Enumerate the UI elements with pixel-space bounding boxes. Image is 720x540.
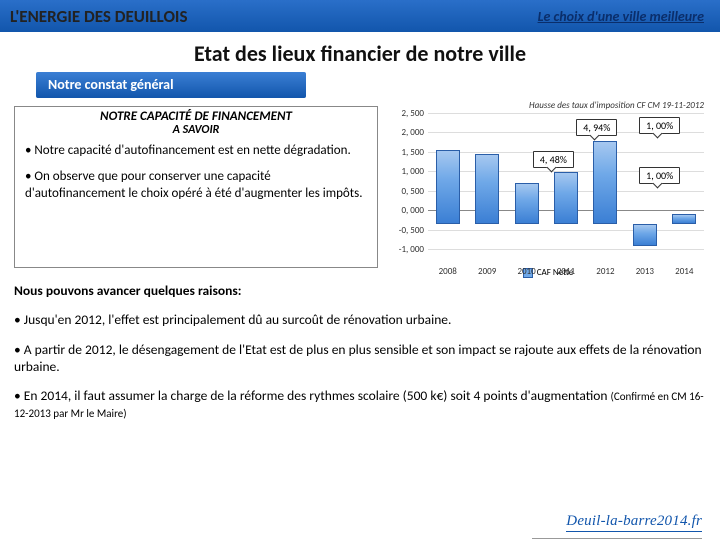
y-axis-label: 0, 000 <box>388 205 424 216</box>
y-axis-label: -0, 500 <box>388 225 424 236</box>
reasons-p1: • Jusqu'en 2012, l'effet est principalem… <box>14 311 706 328</box>
footer-line <box>532 538 702 539</box>
reasons-p3-a: • En 2014, il faut assumer la charge de … <box>14 387 611 404</box>
chart-bar <box>593 141 617 225</box>
y-axis-label: 0, 500 <box>388 186 424 197</box>
chart-bar <box>633 224 657 245</box>
footer-link[interactable]: Deuil-la-barre2014.fr <box>566 513 702 532</box>
subheading-band: Notre constat général <box>36 72 306 98</box>
chart-callout: 1, 00% <box>639 167 680 184</box>
capacity-subtitle: A SAVOIR <box>15 123 377 137</box>
reasons-p2: • A partir de 2012, le désengagement de … <box>14 341 706 376</box>
chart-bar <box>672 214 696 224</box>
reasons-section: Nous pouvons avancer quelques raisons: •… <box>14 282 706 434</box>
y-axis-label: 2, 000 <box>388 127 424 138</box>
capacity-card: NOTRE CAPACITÉ DE FINANCEMENT A SAVOIR •… <box>14 106 378 268</box>
x-axis-label: 2011 <box>551 266 581 277</box>
x-axis-label: 2009 <box>472 266 502 277</box>
y-axis-label: 2, 500 <box>388 108 424 119</box>
capacity-bullets: • Notre capacité d'autofinancement est e… <box>15 137 377 202</box>
chart-bar <box>515 183 539 224</box>
y-axis-label: -1, 000 <box>388 244 424 255</box>
capacity-title: NOTRE CAPACITÉ DE FINANCEMENT <box>15 107 377 124</box>
chart-container: Hausse des taux d'imposition CF CM 19-11… <box>388 100 708 284</box>
x-axis-label: 2010 <box>512 266 542 277</box>
x-axis-label: 2013 <box>630 266 660 277</box>
chart-title: Hausse des taux d'imposition CF CM 19-11… <box>388 100 708 111</box>
org-name: L'ENERGIE DES DEUILLOIS <box>10 6 188 27</box>
chart-bar <box>554 172 578 224</box>
chart-callout: 4, 94% <box>576 119 617 136</box>
page-title: Etat des lieux financier de notre ville <box>0 40 720 67</box>
chart-bar <box>475 154 499 224</box>
y-axis-label: 1, 000 <box>388 166 424 177</box>
capacity-p1: • Notre capacité d'autofinancement est e… <box>25 143 367 159</box>
capacity-p2: • On observe que pour conserver une capa… <box>25 169 367 202</box>
reasons-p3: • En 2014, il faut assumer la charge de … <box>14 387 706 422</box>
chart-bar <box>436 150 460 224</box>
subheading: Notre constat général <box>36 76 174 93</box>
chart-callout: 4, 48% <box>533 151 574 168</box>
reasons-intro: Nous pouvons avancer quelques raisons: <box>14 282 706 299</box>
bar-chart: -1, 000 -0, 500 0, 000 0, 500 1, 000 1, 500 2,… <box>388 113 708 263</box>
chart-callout: 1, 00% <box>639 117 680 134</box>
tagline: Le choix d'une ville meilleure <box>538 8 704 25</box>
x-axis-label: 2014 <box>669 266 699 277</box>
y-axis-label: 1, 500 <box>388 147 424 158</box>
x-axis-label: 2008 <box>433 266 463 277</box>
x-axis-label: 2012 <box>590 266 620 277</box>
